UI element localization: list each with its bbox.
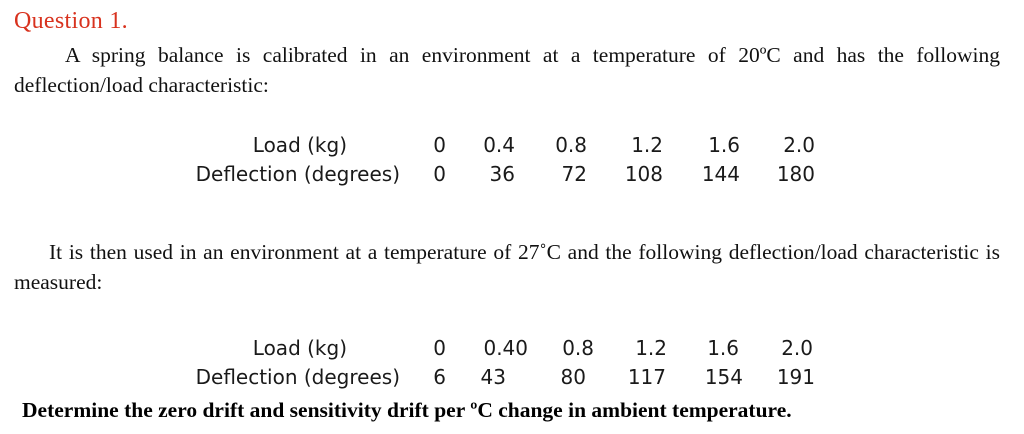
second-paragraph: It is then used in an environment at a t… [14,240,1000,294]
load-label: Load (kg) [252,336,347,360]
load-value: 1.6 [708,133,740,157]
deflection-value: 144 [701,162,740,186]
deflection-value: 154 [704,365,743,389]
load-value: 2.0 [781,336,813,360]
intro-paragraph: A spring balance is calibrated in an env… [14,43,1000,97]
load-value: 1.2 [631,133,663,157]
deflection-value: 0 [433,162,446,186]
load-row: Load (kg) 0 0.40 0.8 1.2 1.6 2.0 [0,334,1024,363]
deflection-value: 36 [489,162,515,186]
load-value: 0.4 [483,133,515,157]
load-value: 0.40 [483,336,528,360]
load-value: 0.8 [555,133,587,157]
deflection-value: 80 [560,365,586,389]
deflection-label: Deflection (degrees) [195,162,400,186]
load-value: 1.2 [635,336,667,360]
load-label: Load (kg) [252,133,347,157]
measured-table: Load (kg) 0 0.40 0.8 1.2 1.6 2.0 Deflect… [0,334,1024,394]
load-value: 2.0 [783,133,815,157]
deflection-value: 43 [480,365,506,389]
load-value: 1.6 [707,336,739,360]
load-value: 0 [433,336,446,360]
load-value: 0 [433,133,446,157]
deflection-value: 72 [561,162,587,186]
deflection-value: 108 [624,162,663,186]
deflection-row: Deflection (degrees) 6 43 80 117 154 191 [0,363,1024,392]
question-heading: Question 1. [14,8,128,34]
deflection-value: 6 [433,365,446,389]
load-value: 0.8 [562,336,594,360]
load-row: Load (kg) 0 0.4 0.8 1.2 1.6 2.0 [0,131,1024,160]
deflection-row: Deflection (degrees) 0 36 72 108 144 180 [0,160,1024,189]
deflection-label: Deflection (degrees) [195,365,400,389]
deflection-value: 117 [627,365,666,389]
question-text: Determine the zero drift and sensitivity… [22,398,792,422]
calibration-table: Load (kg) 0 0.4 0.8 1.2 1.6 2.0 Deflecti… [0,131,1024,191]
deflection-value: 180 [776,162,815,186]
deflection-value: 191 [776,365,815,389]
